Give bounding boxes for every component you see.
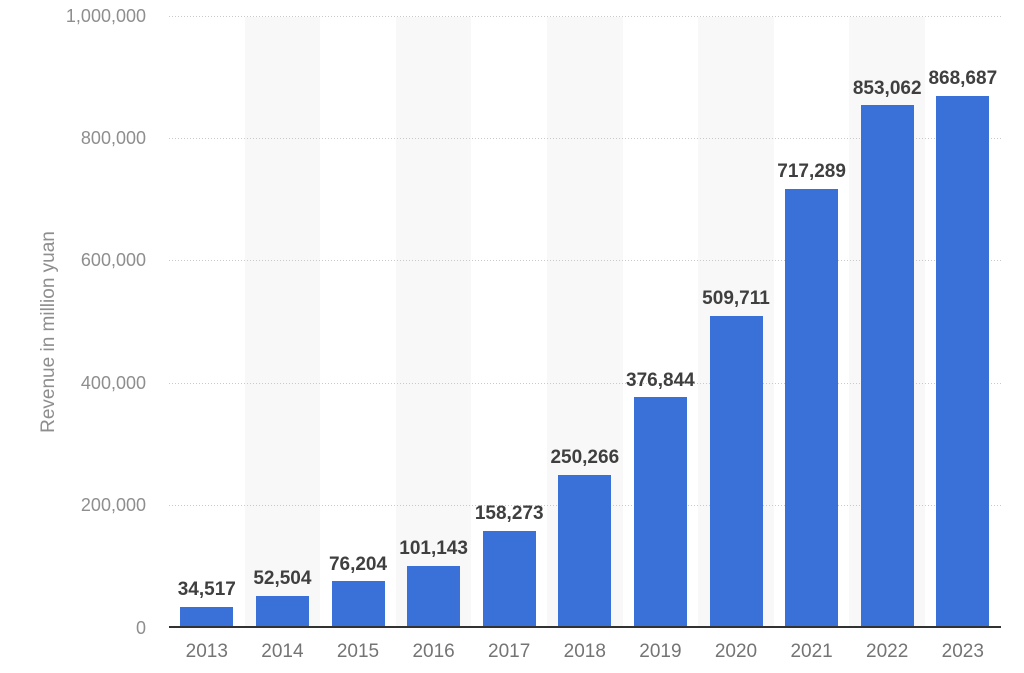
bar-2018 bbox=[558, 474, 612, 628]
background-stripe-2016 bbox=[395, 16, 472, 627]
gridline-400,000 bbox=[169, 382, 1001, 384]
background-stripe-2020 bbox=[698, 16, 774, 627]
y-tick-label-800,000: 800,000 bbox=[80, 127, 146, 148]
bar-2023 bbox=[936, 95, 990, 628]
background-stripe-2014 bbox=[244, 16, 321, 627]
x-axis-line bbox=[169, 625, 1001, 628]
x-tick-label-2020: 2020 bbox=[714, 641, 758, 662]
x-tick-label-2017: 2017 bbox=[488, 641, 531, 662]
value-label-2016: 101,143 bbox=[399, 538, 468, 560]
value-label-2020: 509,711 bbox=[702, 288, 770, 310]
x-tick-label-2015: 2015 bbox=[336, 641, 380, 662]
value-label-2022: 853,062 bbox=[852, 77, 922, 99]
x-tick-label-2016: 2016 bbox=[412, 641, 455, 662]
gridline-600,000 bbox=[169, 260, 1001, 262]
bar-2015 bbox=[331, 581, 385, 628]
gridline-800,000 bbox=[169, 137, 1001, 139]
y-tick-label-1,000,000: 1,000,000 bbox=[65, 5, 146, 26]
x-tick-label-2019: 2019 bbox=[639, 641, 682, 662]
x-tick-label-2021: 2021 bbox=[790, 641, 833, 662]
background-stripe-2022 bbox=[849, 16, 925, 627]
value-label-2021: 717,289 bbox=[777, 161, 846, 183]
value-label-2015: 76,204 bbox=[328, 553, 388, 575]
value-label-2014: 52,504 bbox=[253, 568, 312, 590]
value-label-2018: 250,266 bbox=[550, 447, 620, 469]
bar-2013 bbox=[180, 606, 234, 628]
y-axis-title: Revenue in million yuan bbox=[38, 231, 59, 433]
value-label-2017: 158,273 bbox=[474, 503, 544, 525]
value-label-2023: 868,687 bbox=[928, 68, 998, 90]
bar-2022 bbox=[860, 105, 914, 628]
x-tick-label-2023: 2023 bbox=[941, 641, 984, 662]
y-tick-label-600,000: 600,000 bbox=[80, 250, 146, 271]
y-tick-label-0: 0 bbox=[135, 617, 146, 638]
x-tick-label-2018: 2018 bbox=[563, 641, 606, 662]
background-stripe-2018 bbox=[547, 16, 623, 627]
bar-2017 bbox=[482, 530, 536, 628]
value-label-2013: 34,517 bbox=[177, 579, 236, 601]
value-label-2019: 376,844 bbox=[626, 369, 695, 391]
gridline-200,000 bbox=[169, 505, 1001, 507]
x-tick-label-2014: 2014 bbox=[261, 641, 304, 662]
x-tick-label-2022: 2022 bbox=[866, 641, 909, 662]
bar-2016 bbox=[407, 565, 461, 628]
gridline-1,000,000 bbox=[169, 15, 1001, 17]
bar-2014 bbox=[255, 595, 309, 628]
y-tick-label-200,000: 200,000 bbox=[80, 495, 146, 516]
y-tick-label-400,000: 400,000 bbox=[80, 372, 146, 393]
x-tick-label-2013: 2013 bbox=[185, 641, 228, 662]
bar-2019 bbox=[633, 397, 687, 628]
bar-2021 bbox=[785, 188, 839, 628]
bar-2020 bbox=[709, 315, 763, 628]
